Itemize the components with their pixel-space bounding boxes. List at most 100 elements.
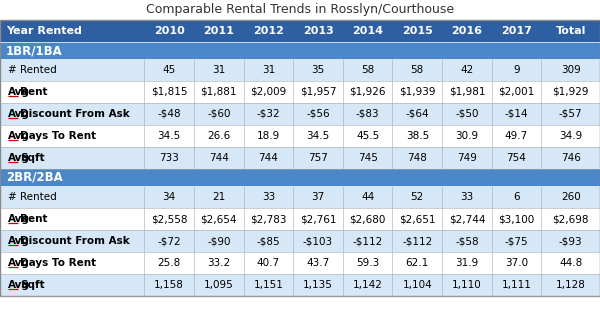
Text: 744: 744 xyxy=(209,153,229,163)
Text: 1,135: 1,135 xyxy=(303,280,333,290)
Bar xyxy=(0,20,600,42)
Text: $2,651: $2,651 xyxy=(399,214,436,224)
Text: -$85: -$85 xyxy=(257,236,280,246)
Text: Avg: Avg xyxy=(8,236,30,246)
Bar xyxy=(0,59,600,81)
Text: 1,128: 1,128 xyxy=(556,280,586,290)
Text: 9: 9 xyxy=(513,65,520,75)
Text: $2,654: $2,654 xyxy=(200,214,237,224)
Text: Comparable Rental Trends in Rosslyn/Courthouse: Comparable Rental Trends in Rosslyn/Cour… xyxy=(146,3,454,16)
Text: 2010: 2010 xyxy=(154,26,185,36)
Text: 31.9: 31.9 xyxy=(455,258,479,268)
Bar xyxy=(0,230,600,252)
Text: Rent: Rent xyxy=(20,214,47,224)
Text: Total: Total xyxy=(556,26,586,36)
Text: -$57: -$57 xyxy=(559,109,583,119)
Bar xyxy=(0,81,600,103)
Text: 1,151: 1,151 xyxy=(253,280,283,290)
Text: 749: 749 xyxy=(457,153,477,163)
Text: 58: 58 xyxy=(361,65,374,75)
Text: $1,939: $1,939 xyxy=(399,87,436,97)
Text: 31: 31 xyxy=(212,65,226,75)
Text: 757: 757 xyxy=(308,153,328,163)
Bar xyxy=(0,252,600,274)
Text: -$56: -$56 xyxy=(306,109,330,119)
Bar xyxy=(0,274,600,296)
Text: 42: 42 xyxy=(460,65,473,75)
Text: Days To Rent: Days To Rent xyxy=(20,131,96,141)
Text: 34: 34 xyxy=(163,192,176,202)
Text: 754: 754 xyxy=(506,153,526,163)
Text: -$83: -$83 xyxy=(356,109,379,119)
Text: 733: 733 xyxy=(159,153,179,163)
Text: 33: 33 xyxy=(262,192,275,202)
Text: 25.8: 25.8 xyxy=(158,258,181,268)
Text: 26.6: 26.6 xyxy=(207,131,230,141)
Text: 309: 309 xyxy=(561,65,581,75)
Text: 40.7: 40.7 xyxy=(257,258,280,268)
Text: 21: 21 xyxy=(212,192,226,202)
Text: 1,104: 1,104 xyxy=(403,280,432,290)
Text: 44: 44 xyxy=(361,192,374,202)
Text: Avg: Avg xyxy=(8,87,30,97)
Text: -$75: -$75 xyxy=(505,236,529,246)
Text: 34.5: 34.5 xyxy=(307,131,329,141)
Text: 6: 6 xyxy=(513,192,520,202)
Bar xyxy=(0,42,600,59)
Text: 2013: 2013 xyxy=(302,26,334,36)
Text: -$112: -$112 xyxy=(353,236,383,246)
Text: Avg: Avg xyxy=(8,153,30,163)
Text: $2,698: $2,698 xyxy=(553,214,589,224)
Text: $1,929: $1,929 xyxy=(553,87,589,97)
Text: Rent: Rent xyxy=(20,87,47,97)
Bar xyxy=(0,20,600,296)
Text: 37.0: 37.0 xyxy=(505,258,528,268)
Text: $1,926: $1,926 xyxy=(349,87,386,97)
Text: 49.7: 49.7 xyxy=(505,131,528,141)
Text: Avg: Avg xyxy=(8,131,30,141)
Text: 2015: 2015 xyxy=(402,26,433,36)
Text: 2BR/2BA: 2BR/2BA xyxy=(6,171,63,184)
Text: 1BR/1BA: 1BR/1BA xyxy=(6,44,63,57)
Text: $2,761: $2,761 xyxy=(300,214,336,224)
Text: 52: 52 xyxy=(410,192,424,202)
Text: 35: 35 xyxy=(311,65,325,75)
Text: 1,095: 1,095 xyxy=(204,280,233,290)
Text: Avg: Avg xyxy=(8,214,30,224)
Text: Discount From Ask: Discount From Ask xyxy=(20,109,130,119)
Text: -$50: -$50 xyxy=(455,109,479,119)
Text: -$72: -$72 xyxy=(157,236,181,246)
Text: 1,142: 1,142 xyxy=(353,280,383,290)
Text: 748: 748 xyxy=(407,153,427,163)
Text: $2,001: $2,001 xyxy=(499,87,535,97)
Text: $1,957: $1,957 xyxy=(300,87,336,97)
Text: -$58: -$58 xyxy=(455,236,479,246)
Text: -$48: -$48 xyxy=(157,109,181,119)
Text: # Rented: # Rented xyxy=(8,65,57,75)
Text: 2017: 2017 xyxy=(501,26,532,36)
Text: 34.9: 34.9 xyxy=(559,131,583,141)
Text: Sqft: Sqft xyxy=(20,153,44,163)
Bar xyxy=(0,103,600,125)
Text: $2,680: $2,680 xyxy=(349,214,386,224)
Text: 746: 746 xyxy=(561,153,581,163)
Text: 1,111: 1,111 xyxy=(502,280,532,290)
Bar xyxy=(0,147,600,169)
Text: -$103: -$103 xyxy=(303,236,333,246)
Text: 62.1: 62.1 xyxy=(406,258,429,268)
Text: $1,881: $1,881 xyxy=(200,87,237,97)
Text: -$32: -$32 xyxy=(257,109,280,119)
Text: -$93: -$93 xyxy=(559,236,583,246)
Bar xyxy=(0,169,600,186)
Text: $2,009: $2,009 xyxy=(250,87,287,97)
Text: 37: 37 xyxy=(311,192,325,202)
Text: 34.5: 34.5 xyxy=(158,131,181,141)
Text: 58: 58 xyxy=(410,65,424,75)
Text: -$64: -$64 xyxy=(406,109,429,119)
Text: Year Rented: Year Rented xyxy=(6,26,82,36)
Text: $2,783: $2,783 xyxy=(250,214,287,224)
Text: 18.9: 18.9 xyxy=(257,131,280,141)
Text: 43.7: 43.7 xyxy=(307,258,329,268)
Text: 745: 745 xyxy=(358,153,377,163)
Text: 2016: 2016 xyxy=(451,26,482,36)
